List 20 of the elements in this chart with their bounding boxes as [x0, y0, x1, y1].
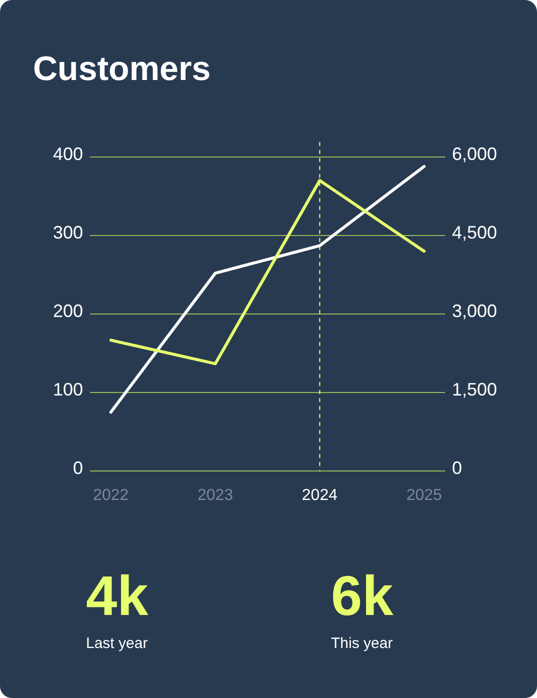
- text: Last year: [86, 635, 148, 652]
- y-tick-label: 300: [52, 222, 83, 242]
- y-tick-label: 400: [52, 144, 83, 164]
- text: This year: [331, 635, 393, 652]
- y-tick-label: 100: [52, 379, 83, 400]
- x-tick-label: 2024: [302, 487, 338, 504]
- y-tick-label: 200: [52, 300, 83, 321]
- y2-tick-label: 0: [452, 458, 462, 478]
- x-tick-label: 2022: [93, 487, 129, 504]
- y2-tick-label: 1,500: [452, 379, 498, 400]
- text: 6k: [331, 564, 394, 627]
- y-tick-label: 0: [72, 458, 83, 478]
- y2-tick-label: 4,500: [452, 222, 498, 242]
- text: 4k: [86, 564, 150, 627]
- x-tick-label: 2025: [406, 487, 442, 504]
- y2-tick-label: 3,000: [452, 300, 498, 321]
- chart-title: Customers: [33, 50, 211, 88]
- x-tick-label: 2023: [197, 487, 234, 504]
- line-series: [109, 164, 426, 414]
- y2-tick-label: 6,000: [452, 144, 498, 164]
